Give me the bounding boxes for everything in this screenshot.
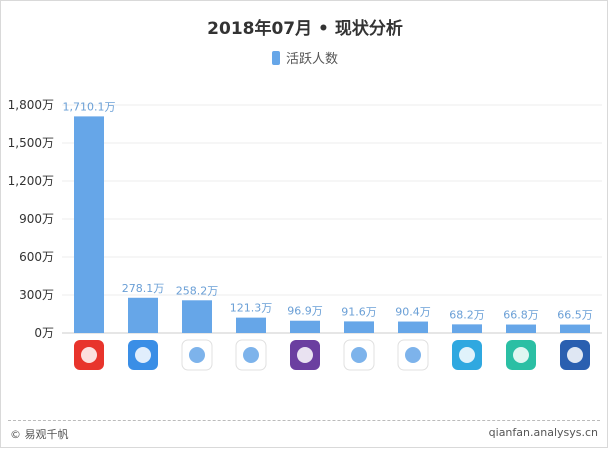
y-tick-label: 1,800万 [8, 98, 54, 112]
yao-app-icon [560, 340, 590, 370]
bar [452, 324, 482, 333]
bar-value-label: 66.5万 [557, 309, 593, 322]
bar-value-label: 90.4万 [395, 306, 431, 319]
y-tick-label: 1,200万 [8, 174, 54, 188]
bar-value-label: 96.9万 [287, 305, 323, 318]
bar-value-label: 121.3万 [230, 302, 273, 315]
bar [236, 317, 266, 333]
people-app-icon [343, 339, 375, 371]
infinity-app-icon [181, 339, 213, 371]
legend-label: 活跃人数 [285, 52, 338, 67]
bar [344, 321, 374, 333]
y-tick-label: 0万 [34, 326, 54, 340]
runner-app-icon [452, 340, 482, 370]
legend: 活跃人数 [0, 48, 610, 67]
1haowang-app-icon [397, 339, 429, 371]
y-tick-label: 1,500万 [8, 136, 54, 150]
bar-value-label: 66.8万 [503, 309, 539, 322]
legend-swatch [271, 50, 280, 65]
red-app-icon [74, 340, 104, 370]
bar [506, 324, 536, 333]
bar-value-label: 1,710.1万 [63, 100, 116, 113]
y-tick-label: 900万 [19, 212, 54, 226]
footer-copyright: © 易观千帆 [10, 428, 69, 441]
teal-heart-app-icon [506, 340, 536, 370]
footer-url: qianfan.analysys.cn [488, 426, 598, 439]
bar-value-label: 258.2万 [176, 284, 219, 297]
bar [290, 320, 320, 333]
chart-title: 2018年07月 • 现状分析 [207, 19, 403, 39]
bar [74, 116, 104, 334]
bar [182, 300, 212, 333]
bar [398, 321, 428, 333]
y-tick-label: 300万 [19, 288, 54, 302]
purple-butterfly-app-icon [290, 340, 320, 370]
y-tick-label: 600万 [19, 250, 54, 264]
bar-value-label: 91.6万 [341, 305, 377, 318]
colorful-petals-app-icon [235, 339, 267, 371]
blue-heart-app-icon [128, 340, 158, 370]
bar [560, 324, 590, 333]
footer-divider [8, 420, 600, 421]
bar [128, 297, 158, 333]
bar-value-label: 68.2万 [449, 308, 485, 321]
bar-value-label: 278.1万 [122, 282, 165, 295]
